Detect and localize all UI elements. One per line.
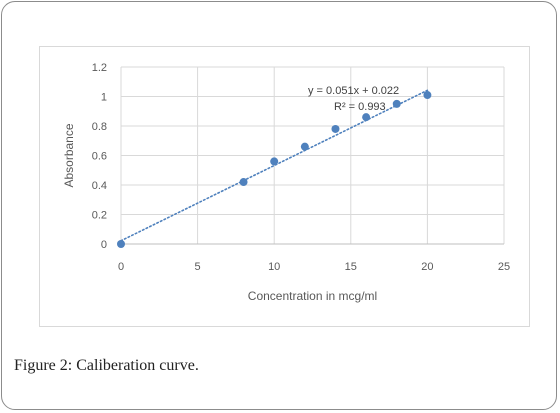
y-axis-title: Absorbance (62, 123, 76, 187)
x-tick-label: 10 (268, 261, 280, 273)
caption-label: Figure 2: (14, 357, 73, 374)
y-tick-label: 0.4 (92, 180, 107, 192)
y-tick-label: 0 (101, 239, 107, 251)
data-point (300, 142, 309, 151)
data-point (392, 99, 401, 108)
y-tick-label: 0.2 (92, 210, 107, 222)
data-point (239, 178, 248, 187)
x-tick-label: 25 (498, 261, 510, 273)
data-point (117, 240, 125, 248)
data-point (270, 157, 279, 166)
data-point (331, 124, 340, 133)
calibration-chart: 0 0.2 0.4 0.6 0.8 1 1.2 0 5 10 15 20 25 Concentration… (62, 62, 510, 303)
y-tick-label: 0.8 (92, 121, 107, 133)
x-tick-label: 0 (118, 261, 124, 273)
caption-text: Caliberation curve. (72, 357, 199, 374)
figure-caption: Figure 2: Caliberation curve. (14, 357, 199, 375)
y-tick-label: 0.6 (92, 151, 107, 163)
x-tick-label: 15 (345, 261, 357, 273)
trendline-equation: y = 0.051x + 0.022 (308, 85, 399, 97)
y-tick-label: 1 (101, 92, 107, 104)
trendline-r2: R² = 0.993 (334, 101, 386, 113)
data-point (362, 113, 371, 122)
y-tick-label: 1.2 (92, 62, 107, 74)
data-point (423, 91, 432, 100)
trendline (120, 89, 429, 242)
x-tick-label: 20 (421, 261, 433, 273)
x-tick-label: 5 (195, 261, 201, 273)
chart-area: 0 0.2 0.4 0.6 0.8 1 1.2 0 5 10 15 20 25 Concentration… (39, 46, 530, 327)
x-axis-title: Concentration in mcg/ml (248, 289, 377, 303)
